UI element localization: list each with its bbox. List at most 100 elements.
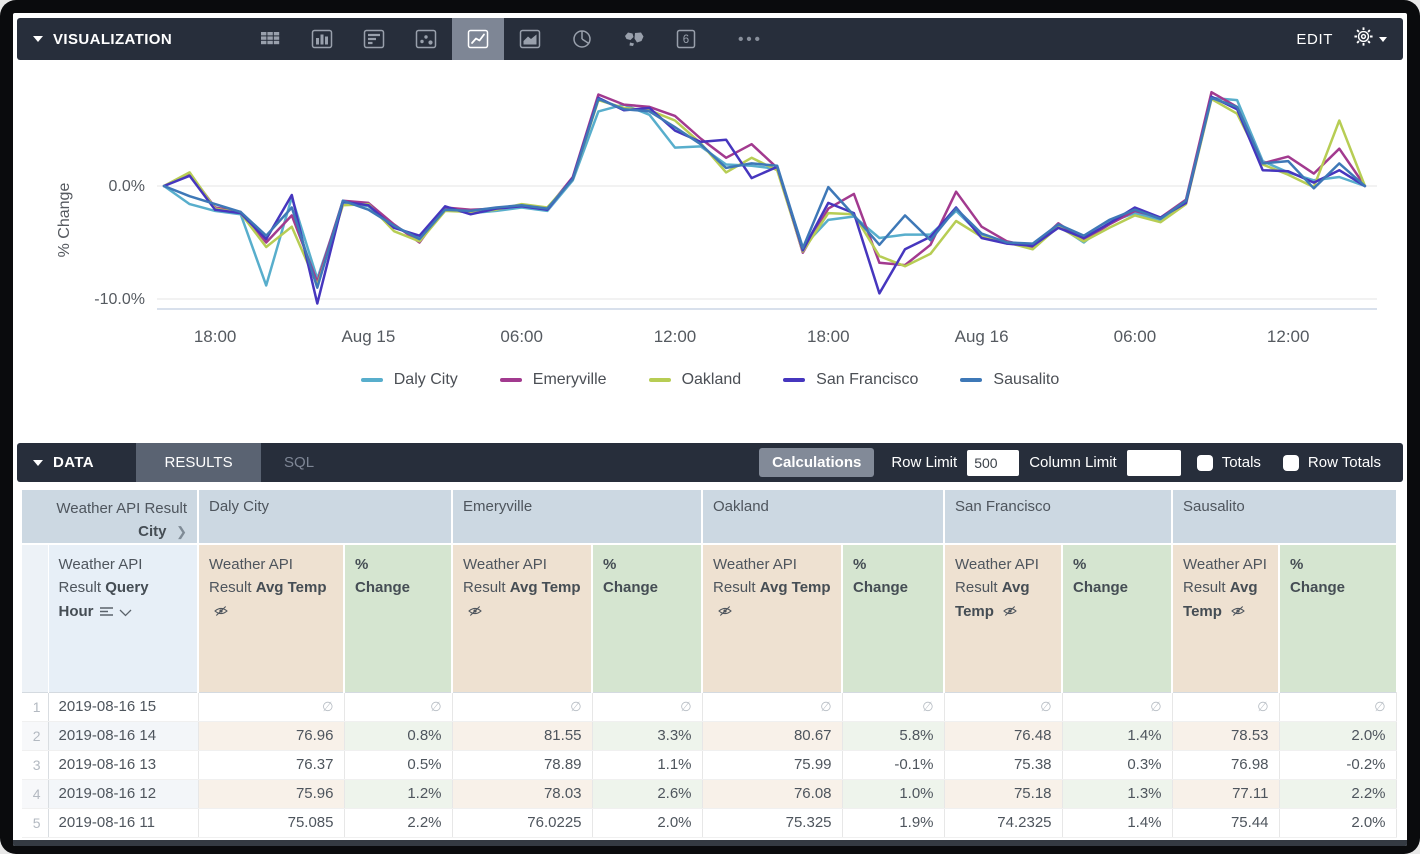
pct-change-cell[interactable]: 1.4% [1062, 721, 1173, 751]
collapse-caret-icon[interactable] [33, 36, 43, 42]
viz-type-horizontal-bars[interactable] [348, 18, 400, 60]
row-totals-checkbox[interactable] [1282, 454, 1299, 471]
pct-change-cell[interactable]: 2.2% [344, 808, 453, 838]
pivot-value-header-daly-city[interactable]: Daly City [196, 490, 453, 544]
query-hour-cell[interactable]: 2019-08-16 15 [48, 691, 199, 722]
avg-temp-cell[interactable]: 75.325 [702, 808, 843, 838]
pct-change-cell[interactable]: 1.9% [842, 808, 945, 838]
measure-header-avg-temp-sausalito[interactable]: Weather API Result Avg Temp [1171, 543, 1280, 692]
row-limit-input[interactable] [967, 449, 1020, 476]
legend-item-oakland[interactable]: Oakland [648, 371, 741, 389]
pct-change-cell[interactable]: 2.0% [1279, 721, 1397, 751]
calculations-button[interactable]: Calculations [759, 448, 875, 477]
viz-type-area-chart[interactable] [504, 18, 556, 60]
avg-temp-cell[interactable]: 76.96 [198, 721, 345, 751]
viz-type-bar-chart[interactable] [296, 18, 348, 60]
pct-change-cell[interactable]: 3.3% [592, 721, 703, 751]
pct-change-cell[interactable]: 2.0% [1279, 808, 1397, 838]
data-section-label[interactable]: DATA [53, 454, 95, 471]
avg-temp-cell[interactable]: 76.08 [702, 779, 843, 809]
avg-temp-cell[interactable]: 75.99 [702, 750, 843, 780]
pct-change-cell[interactable]: 5.8% [842, 721, 945, 751]
query-hour-cell[interactable]: 2019-08-16 13 [48, 750, 199, 780]
measure-header-avg-temp-san-francisco[interactable]: Weather API Result Avg Temp [943, 543, 1063, 692]
avg-temp-cell[interactable]: 77.11 [1172, 779, 1280, 809]
query-hour-cell[interactable]: 2019-08-16 14 [48, 721, 199, 751]
pivot-value-header-oakland[interactable]: Oakland [701, 490, 945, 544]
avg-temp-cell[interactable]: 78.53 [1172, 721, 1280, 751]
column-limit-input[interactable] [1126, 449, 1181, 476]
viz-settings-control[interactable] [1353, 26, 1387, 52]
pct-change-cell[interactable]: -0.2% [1279, 750, 1397, 780]
avg-temp-cell[interactable]: 78.89 [452, 750, 593, 780]
legend-item-san-francisco[interactable]: San Francisco [783, 371, 918, 389]
pivot-field-header[interactable]: Weather API Result City ❯ [22, 490, 198, 544]
viz-type-single-value[interactable]: 6 [660, 18, 712, 60]
pct-change-cell[interactable]: 1.2% [344, 779, 453, 809]
measure-header-avg-temp-emeryville[interactable]: Weather API Result Avg Temp [451, 543, 593, 692]
more-viz-types-icon[interactable]: ••• [738, 30, 763, 48]
calc-header-pct-change-sausalito[interactable]: % Change [1278, 543, 1397, 692]
viz-type-line-chart[interactable] [452, 18, 505, 60]
tab-results[interactable]: RESULTS [136, 443, 262, 482]
pct-change-cell[interactable]: 1.1% [592, 750, 703, 780]
avg-temp-cell[interactable]: ∅ [1172, 691, 1280, 722]
avg-temp-cell[interactable]: 76.98 [1172, 750, 1280, 780]
avg-temp-cell[interactable]: 75.38 [944, 750, 1063, 780]
dimension-header-query-hour[interactable]: Weather API Result Query Hour [47, 543, 198, 692]
calc-header-pct-change-daly-city[interactable]: % Change [342, 543, 453, 692]
pivot-value-header-sausalito[interactable]: Sausalito [1171, 490, 1397, 544]
viz-type-pie-chart[interactable] [556, 18, 608, 60]
visualization-section-label[interactable]: VISUALIZATION [53, 30, 173, 48]
avg-temp-cell[interactable]: 75.085 [198, 808, 345, 838]
totals-checkbox[interactable] [1196, 454, 1213, 471]
avg-temp-cell[interactable]: 75.96 [198, 779, 345, 809]
edit-button[interactable]: EDIT [1296, 30, 1333, 48]
pct-change-cell[interactable]: 1.4% [1062, 808, 1173, 838]
pivot-value-header-emeryville[interactable]: Emeryville [451, 490, 703, 544]
pct-change-cell[interactable]: 2.6% [592, 779, 703, 809]
pct-change-cell[interactable]: -0.1% [842, 750, 945, 780]
calc-header-pct-change-san-francisco[interactable]: % Change [1061, 543, 1173, 692]
data-collapse-caret-icon[interactable] [33, 459, 43, 466]
pct-change-cell[interactable]: 2.2% [1279, 779, 1397, 809]
pct-change-cell[interactable]: 1.3% [1062, 779, 1173, 809]
viz-type-map[interactable] [608, 18, 660, 60]
measure-header-avg-temp-oakland[interactable]: Weather API Result Avg Temp [701, 543, 843, 692]
legend-item-daly-city[interactable]: Daly City [360, 371, 458, 389]
query-hour-cell[interactable]: 2019-08-16 11 [48, 808, 199, 838]
pct-change-cell[interactable]: ∅ [842, 691, 945, 722]
pct-change-cell[interactable]: 2.0% [592, 808, 703, 838]
avg-temp-cell[interactable]: 74.2325 [944, 808, 1063, 838]
legend-item-emeryville[interactable]: Emeryville [499, 371, 607, 389]
avg-temp-cell[interactable]: ∅ [198, 691, 345, 722]
pct-change-cell[interactable]: ∅ [592, 691, 703, 722]
avg-temp-cell[interactable]: 80.67 [702, 721, 843, 751]
avg-temp-cell[interactable]: ∅ [452, 691, 593, 722]
avg-temp-cell[interactable]: 81.55 [452, 721, 593, 751]
pct-change-cell[interactable]: 1.0% [842, 779, 945, 809]
pct-change-cell[interactable]: 0.5% [344, 750, 453, 780]
viz-type-scatter[interactable] [400, 18, 452, 60]
avg-temp-cell[interactable]: ∅ [944, 691, 1063, 722]
pct-change-cell[interactable]: ∅ [1279, 691, 1397, 722]
horizontal-scrollbar[interactable] [13, 840, 1407, 846]
avg-temp-cell[interactable]: 76.0225 [452, 808, 593, 838]
avg-temp-cell[interactable]: 78.03 [452, 779, 593, 809]
calc-header-pct-change-oakland[interactable]: % Change [841, 543, 945, 692]
avg-temp-cell[interactable]: 75.44 [1172, 808, 1280, 838]
pct-change-cell[interactable]: 0.3% [1062, 750, 1173, 780]
pct-change-cell[interactable]: 0.8% [344, 721, 453, 751]
viz-type-table[interactable] [244, 18, 296, 60]
pct-change-cell[interactable]: ∅ [344, 691, 453, 722]
avg-temp-cell[interactable]: 76.48 [944, 721, 1063, 751]
measure-header-avg-temp-daly-city[interactable]: Weather API Result Avg Temp [197, 543, 344, 692]
avg-temp-cell[interactable]: 75.18 [944, 779, 1063, 809]
avg-temp-cell[interactable]: ∅ [702, 691, 843, 722]
query-hour-cell[interactable]: 2019-08-16 12 [48, 779, 199, 809]
pct-change-cell[interactable]: ∅ [1062, 691, 1173, 722]
avg-temp-cell[interactable]: 76.37 [198, 750, 345, 780]
pivot-value-header-san-francisco[interactable]: San Francisco [943, 490, 1173, 544]
tab-sql[interactable]: SQL [284, 454, 315, 471]
legend-item-sausalito[interactable]: Sausalito [960, 371, 1059, 389]
